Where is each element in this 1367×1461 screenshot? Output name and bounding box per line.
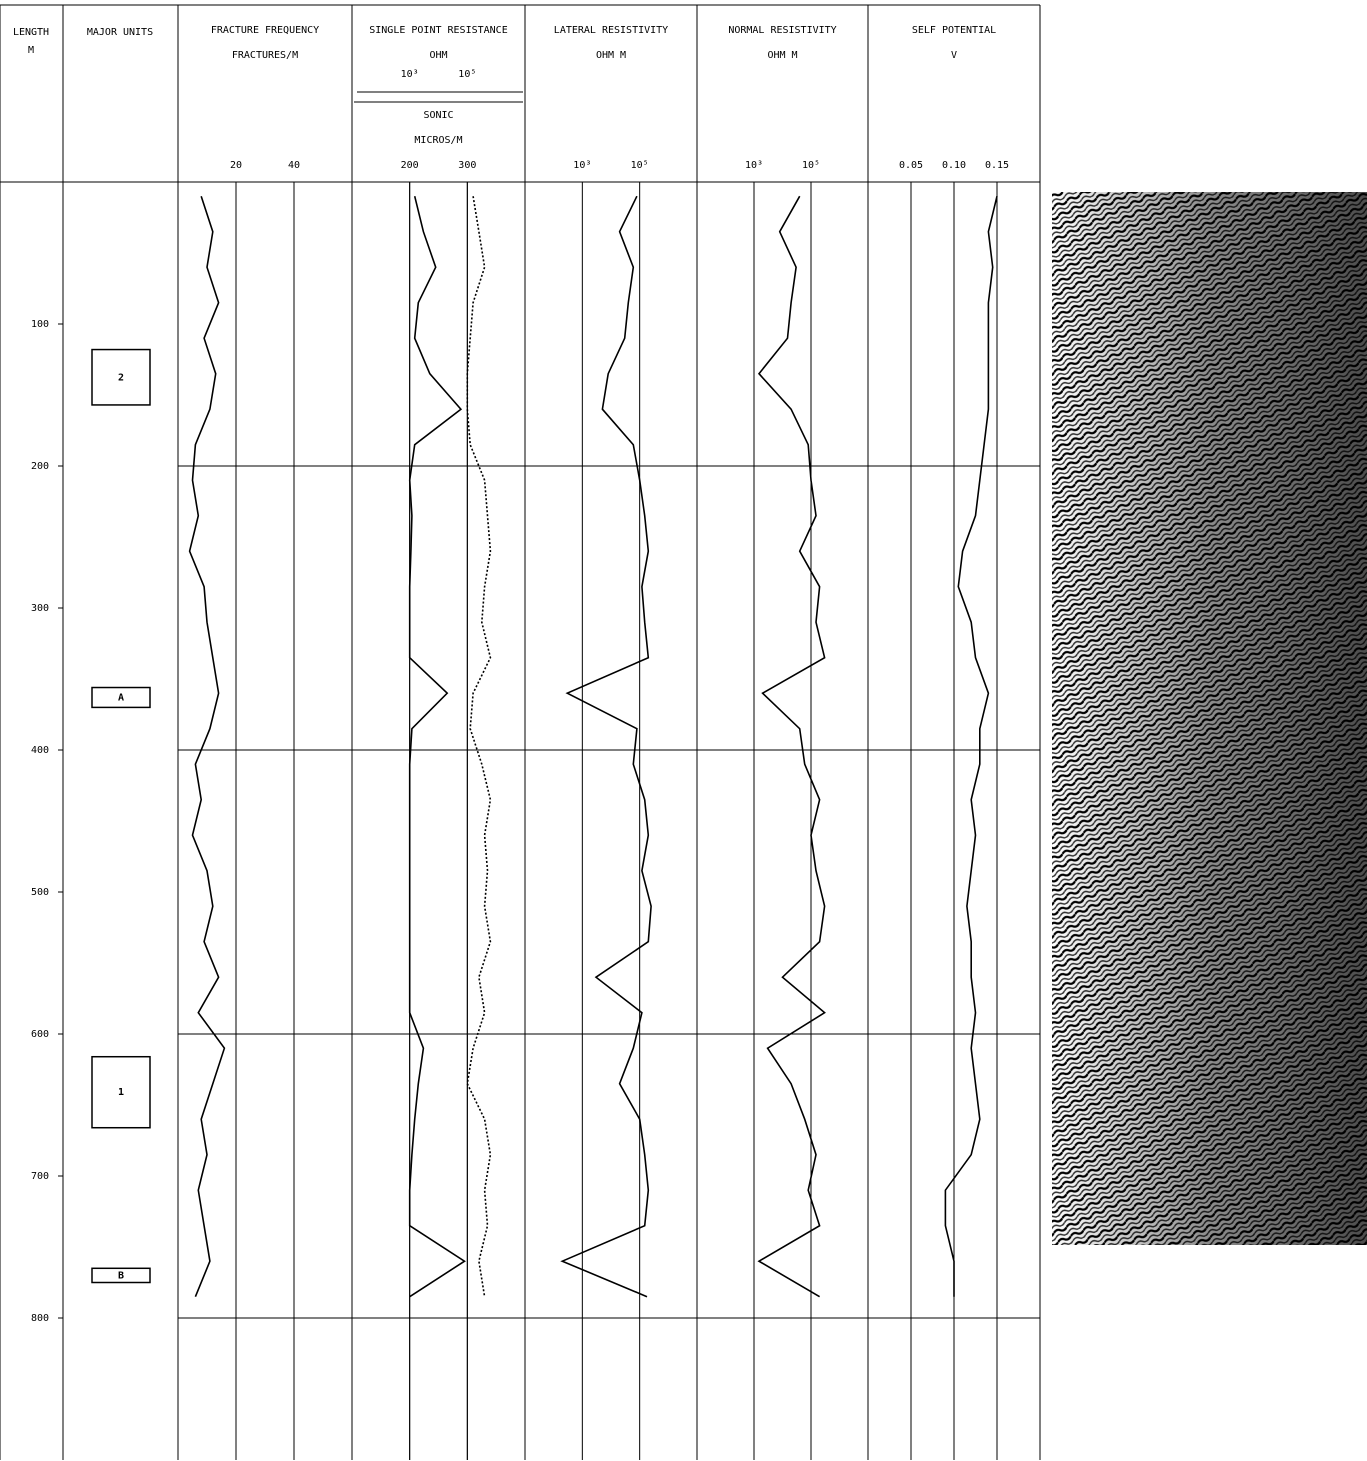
depth-unit: M: [28, 45, 34, 56]
unit-label: 2: [118, 372, 124, 383]
page: LENGTH M MAJOR UNITS 100 200 300 400 500 600 7…: [0, 0, 1367, 1461]
x-tick-label: 10⁵: [802, 160, 820, 171]
log-curve: [945, 196, 997, 1297]
x-tick-label: 0.10: [942, 160, 966, 171]
track-title: NORMAL RESISTIVITY: [728, 25, 836, 36]
track-unit: OHM M: [596, 50, 626, 61]
well-log: LENGTH M MAJOR UNITS 100 200 300 400 500 600 7…: [0, 0, 1367, 1461]
log-curve: [562, 196, 651, 1297]
x-tick-label: 200: [401, 160, 419, 171]
core-shading: [1052, 192, 1367, 1245]
y-tick-label: 800: [31, 1313, 49, 1324]
track-title: SELF POTENTIAL: [912, 25, 996, 36]
y-tick-label: 600: [31, 1029, 49, 1040]
x-tick-label: 10³: [401, 69, 419, 80]
x-tick-label: 10³: [745, 160, 763, 171]
series-unit: MICROS/M: [414, 135, 462, 146]
track-title: LATERAL RESISTIVITY: [554, 25, 668, 36]
depth-title: LENGTH: [13, 27, 49, 38]
log-curve: [759, 196, 825, 1297]
y-tick-label: 300: [31, 603, 49, 614]
track-unit: OHM: [429, 50, 447, 61]
track-title: FRACTURE FREQUENCY: [211, 25, 319, 36]
y-tick-label: 200: [31, 461, 49, 472]
log-curve: [467, 196, 490, 1297]
x-tick-label: 40: [288, 160, 300, 171]
unit-label: B: [118, 1270, 124, 1281]
unit-label: A: [118, 692, 124, 703]
y-tick-label: 400: [31, 745, 49, 756]
log-curve: [190, 196, 225, 1297]
x-tick-label: 0.05: [899, 160, 923, 171]
x-tick-label: 10⁵: [631, 160, 649, 171]
y-tick-label: 700: [31, 1171, 49, 1182]
log-curve: [410, 196, 465, 1297]
track-title: SINGLE POINT RESISTANCE: [369, 25, 507, 36]
track-unit: OHM M: [767, 50, 797, 61]
x-tick-label: 10³: [573, 160, 591, 171]
x-tick-label: 300: [458, 160, 476, 171]
series-name: SONIC: [423, 110, 453, 121]
y-tick-label: 500: [31, 887, 49, 898]
track-unit: V: [951, 50, 957, 61]
track-unit: FRACTURES/M: [232, 50, 298, 61]
unit-label: 1: [118, 1087, 124, 1098]
x-tick-label: 20: [230, 160, 242, 171]
y-tick-label: 100: [31, 319, 49, 330]
units-title: MAJOR UNITS: [87, 27, 153, 38]
x-tick-label: 0.15: [985, 160, 1009, 171]
x-tick-label: 10⁵: [458, 69, 476, 80]
